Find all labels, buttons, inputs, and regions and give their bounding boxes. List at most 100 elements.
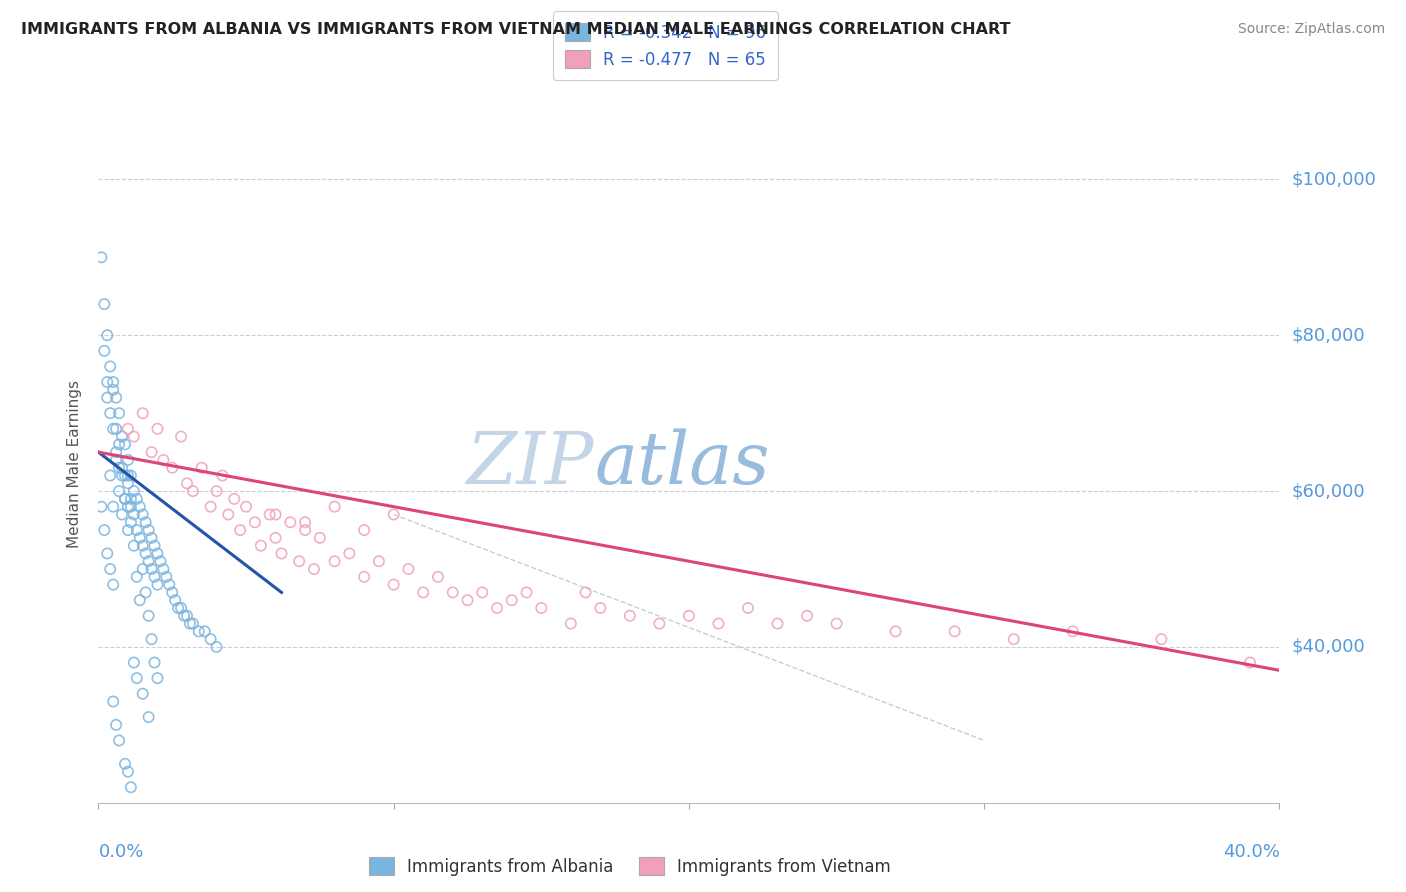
Point	[132, 508, 155, 522]
Point	[294, 516, 316, 530]
Point	[120, 468, 142, 483]
Point	[648, 616, 671, 631]
Point	[176, 476, 198, 491]
Point	[200, 632, 222, 647]
Point	[149, 554, 172, 568]
Point	[259, 508, 281, 522]
Point	[117, 764, 139, 779]
Point	[111, 468, 134, 483]
Point	[98, 406, 121, 420]
Point	[132, 562, 155, 576]
Point	[108, 733, 131, 747]
Point	[96, 391, 118, 405]
Point	[132, 687, 155, 701]
Point	[103, 375, 125, 389]
Point	[152, 562, 174, 576]
Point	[138, 554, 160, 568]
Point	[170, 429, 193, 443]
Point	[179, 616, 201, 631]
Point	[589, 601, 612, 615]
Point	[278, 516, 302, 530]
Point	[93, 297, 115, 311]
Point	[111, 508, 134, 522]
Point	[162, 460, 183, 475]
Text: 0.0%: 0.0%	[98, 844, 143, 862]
Point	[270, 546, 292, 560]
Point	[229, 523, 252, 537]
Point	[117, 523, 139, 537]
Point	[382, 577, 405, 591]
Point	[382, 508, 405, 522]
Point	[135, 546, 157, 560]
Text: atlas: atlas	[595, 428, 770, 500]
Point	[167, 601, 190, 615]
Point	[117, 500, 139, 514]
Point	[766, 616, 789, 631]
Point	[117, 468, 139, 483]
Point	[337, 546, 360, 560]
Point	[117, 422, 139, 436]
Point	[98, 468, 121, 483]
Point	[181, 484, 204, 499]
Point	[138, 608, 160, 623]
Point	[141, 562, 163, 576]
Point	[103, 422, 125, 436]
Point	[737, 601, 759, 615]
Point	[98, 359, 121, 374]
Text: IMMIGRANTS FROM ALBANIA VS IMMIGRANTS FROM VIETNAM MEDIAN MALE EARNINGS CORRELAT: IMMIGRANTS FROM ALBANIA VS IMMIGRANTS FR…	[21, 22, 1011, 37]
Point	[90, 251, 112, 265]
Point	[93, 343, 115, 358]
Text: $80,000: $80,000	[1291, 326, 1365, 344]
Point	[181, 616, 204, 631]
Point	[90, 500, 112, 514]
Point	[111, 460, 134, 475]
Text: $60,000: $60,000	[1291, 482, 1365, 500]
Point	[98, 562, 121, 576]
Text: Source: ZipAtlas.com: Source: ZipAtlas.com	[1237, 22, 1385, 37]
Point	[368, 554, 391, 568]
Point	[143, 656, 166, 670]
Legend: Immigrants from Albania, Immigrants from Vietnam: Immigrants from Albania, Immigrants from…	[363, 851, 897, 882]
Point	[530, 601, 553, 615]
Point	[138, 523, 160, 537]
Point	[108, 484, 131, 499]
Point	[108, 437, 131, 451]
Point	[353, 523, 375, 537]
Point	[128, 593, 150, 607]
Point	[143, 539, 166, 553]
Point	[132, 539, 155, 553]
Point	[170, 601, 193, 615]
Point	[796, 608, 818, 623]
Point	[103, 694, 125, 708]
Point	[117, 453, 139, 467]
Point	[323, 500, 346, 514]
Point	[146, 546, 169, 560]
Point	[122, 656, 145, 670]
Point	[117, 476, 139, 491]
Point	[619, 608, 641, 623]
Point	[141, 531, 163, 545]
Point	[224, 491, 246, 506]
Point	[96, 328, 118, 343]
Point	[471, 585, 494, 599]
Point	[122, 484, 145, 499]
Point	[211, 468, 233, 483]
Point	[120, 780, 142, 795]
Point	[396, 562, 419, 576]
Y-axis label: Median Male Earnings: Median Male Earnings	[67, 380, 83, 548]
Text: $40,000: $40,000	[1291, 638, 1365, 656]
Point	[427, 570, 450, 584]
Point	[1062, 624, 1084, 639]
Point	[302, 562, 325, 576]
Point	[294, 523, 316, 537]
Point	[456, 593, 478, 607]
Point	[125, 523, 148, 537]
Point	[1150, 632, 1173, 647]
Point	[141, 632, 163, 647]
Point	[205, 640, 228, 654]
Point	[884, 624, 907, 639]
Point	[165, 593, 187, 607]
Point	[173, 608, 195, 623]
Point	[128, 500, 150, 514]
Point	[825, 616, 848, 631]
